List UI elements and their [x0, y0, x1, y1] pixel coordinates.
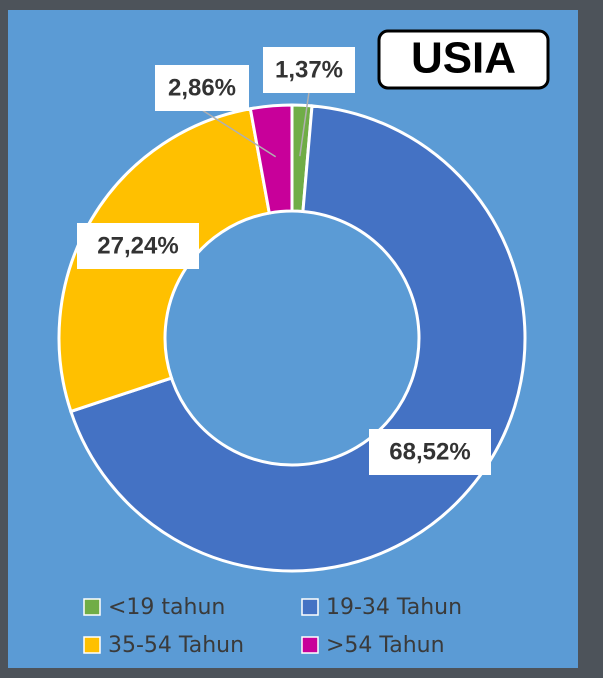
chart-title: USIA: [411, 34, 516, 83]
legend-swatch: [301, 636, 319, 654]
data-label-box: [369, 429, 491, 475]
data-label: 2,86%: [168, 74, 236, 101]
leader-line: [201, 109, 277, 158]
legend-label: <19 tahun: [108, 595, 225, 620]
legend-label: >54 Tahun: [326, 633, 445, 658]
legend-swatch: [83, 598, 101, 616]
data-label-box: [263, 47, 355, 93]
legend-swatch: [301, 598, 319, 616]
data-label: 68,52%: [389, 438, 470, 465]
data-label: 1,37%: [275, 56, 343, 83]
data-label-box: [77, 223, 199, 269]
data-label-box: [155, 65, 249, 111]
legend-label: 19-34 Tahun: [326, 595, 462, 620]
legend-label: 35-54 Tahun: [108, 633, 244, 658]
donut-slice: [248, 103, 294, 215]
legend-swatch: [83, 636, 101, 654]
leader-line: [299, 91, 310, 157]
data-label: 27,24%: [97, 232, 178, 259]
title-box: [377, 29, 550, 90]
